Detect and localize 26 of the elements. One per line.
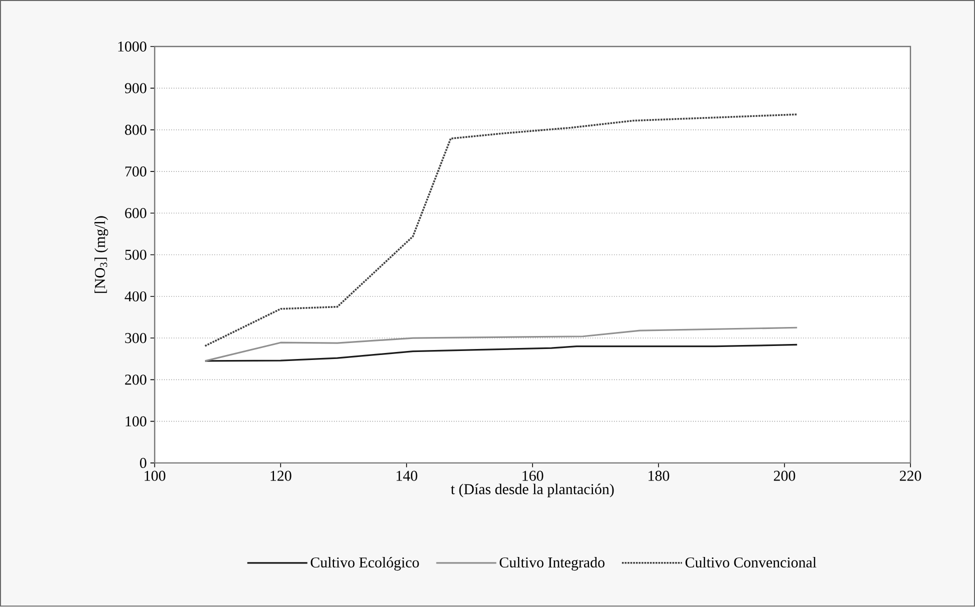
x-axis-title: t (Días desde la plantación) (450, 484, 614, 498)
x-tick-label: 200 (774, 470, 796, 482)
y-tick-label: 300 (125, 333, 146, 344)
legend-label: Cultivo Integrado (500, 557, 604, 571)
x-tick-label: 180 (648, 470, 670, 482)
y-tick-label: 800 (125, 124, 146, 136)
x-tick-label: 160 (522, 470, 544, 482)
x-tick-label: 120 (270, 470, 292, 482)
legend-label: Cultivo Ecológico (310, 557, 419, 571)
line-series (204, 114, 798, 348)
line-series (204, 327, 798, 362)
y-tick-label: 400 (124, 292, 146, 302)
x-tick-label: 100 (144, 470, 166, 482)
y-tick-label: 0 (140, 458, 146, 468)
x-tick-label: 220 (900, 470, 922, 482)
y-axis-title: [NO$_{3}$] (mg/l) (94, 216, 108, 294)
line-series (204, 344, 798, 362)
y-tick-label: 200 (125, 374, 146, 385)
y-tick-label: 700 (125, 166, 146, 177)
y-tick-label: 1000 (118, 42, 146, 52)
y-tick-label: 500 (125, 250, 146, 260)
y-tick-label: 100 (126, 416, 146, 427)
x-tick-label: 140 (396, 470, 418, 482)
y-tick-label: 900 (124, 83, 146, 94)
y-tick-label: 600 (125, 208, 146, 218)
legend-label: Cultivo Convencional (686, 557, 816, 568)
